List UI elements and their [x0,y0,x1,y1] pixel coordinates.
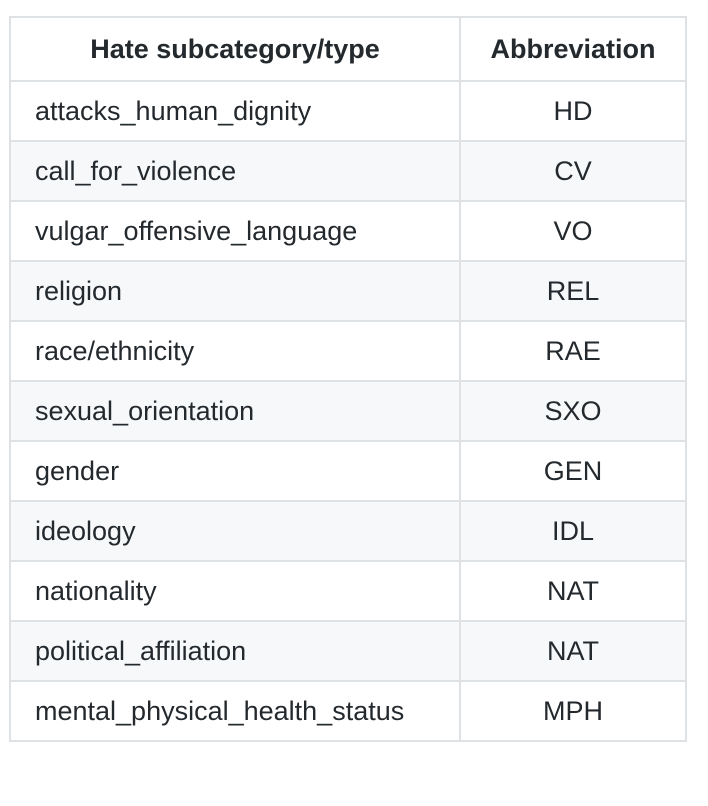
table-row: call_for_violence CV [9,140,687,202]
table-row: race/ethnicity RAE [9,320,687,382]
cell-subcategory: call_for_violence [9,140,461,202]
cell-abbreviation: RAE [459,320,687,382]
cell-abbreviation: VO [459,200,687,262]
cell-subcategory: nationality [9,560,461,622]
cell-abbreviation: NAT [459,620,687,682]
hate-subcategory-table: Hate subcategory/type Abbreviation attac… [9,16,687,742]
cell-subcategory: race/ethnicity [9,320,461,382]
table-row: nationality NAT [9,560,687,622]
table-header: Hate subcategory/type Abbreviation [9,16,687,82]
table-body: attacks_human_dignity HD call_for_violen… [9,80,687,742]
table-row: vulgar_offensive_language VO [9,200,687,262]
table-container: Hate subcategory/type Abbreviation attac… [9,16,687,742]
cell-abbreviation: GEN [459,440,687,502]
table-row: sexual_orientation SXO [9,380,687,442]
cell-subcategory: gender [9,440,461,502]
cell-abbreviation: CV [459,140,687,202]
header-abbreviation: Abbreviation [459,16,687,82]
cell-subcategory: mental_physical_health_status [9,680,461,742]
table-row: religion REL [9,260,687,322]
cell-subcategory: vulgar_offensive_language [9,200,461,262]
cell-abbreviation: MPH [459,680,687,742]
table-row: mental_physical_health_status MPH [9,680,687,742]
header-subcategory: Hate subcategory/type [9,16,461,82]
table-row: political_affiliation NAT [9,620,687,682]
table-row: gender GEN [9,440,687,502]
table-row: attacks_human_dignity HD [9,80,687,142]
cell-abbreviation: NAT [459,560,687,622]
cell-abbreviation: IDL [459,500,687,562]
cell-abbreviation: SXO [459,380,687,442]
cell-subcategory: attacks_human_dignity [9,80,461,142]
cell-subcategory: sexual_orientation [9,380,461,442]
cell-subcategory: religion [9,260,461,322]
table-header-row: Hate subcategory/type Abbreviation [9,16,687,82]
cell-abbreviation: HD [459,80,687,142]
table-row: ideology IDL [9,500,687,562]
cell-abbreviation: REL [459,260,687,322]
cell-subcategory: ideology [9,500,461,562]
cell-subcategory: political_affiliation [9,620,461,682]
